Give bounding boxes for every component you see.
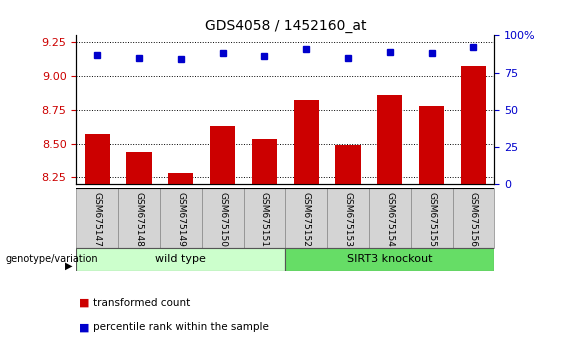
Text: wild type: wild type bbox=[155, 254, 206, 264]
Bar bbox=[285, 248, 494, 271]
Text: percentile rank within the sample: percentile rank within the sample bbox=[93, 322, 269, 332]
Text: GSM675151: GSM675151 bbox=[260, 193, 269, 247]
Bar bbox=[419, 106, 444, 184]
Bar bbox=[85, 134, 110, 184]
Text: SIRT3 knockout: SIRT3 knockout bbox=[347, 254, 433, 264]
Text: GSM675154: GSM675154 bbox=[385, 193, 394, 247]
Bar bbox=[453, 188, 494, 248]
Text: ■: ■ bbox=[79, 298, 90, 308]
Bar bbox=[160, 188, 202, 248]
Text: GSM675147: GSM675147 bbox=[93, 193, 102, 247]
Text: GSM675153: GSM675153 bbox=[344, 193, 353, 247]
Bar bbox=[411, 188, 453, 248]
Bar bbox=[252, 139, 277, 184]
Text: ■: ■ bbox=[79, 322, 90, 332]
Bar bbox=[461, 67, 486, 184]
Bar bbox=[294, 100, 319, 184]
Bar bbox=[244, 188, 285, 248]
Bar bbox=[327, 188, 369, 248]
Bar bbox=[76, 248, 285, 271]
Text: GSM675150: GSM675150 bbox=[218, 193, 227, 247]
Bar bbox=[76, 188, 118, 248]
Bar bbox=[369, 188, 411, 248]
Title: GDS4058 / 1452160_at: GDS4058 / 1452160_at bbox=[205, 19, 366, 33]
Bar bbox=[285, 188, 327, 248]
Text: transformed count: transformed count bbox=[93, 298, 190, 308]
Text: GSM675156: GSM675156 bbox=[469, 193, 478, 247]
Text: GSM675149: GSM675149 bbox=[176, 193, 185, 247]
Text: GSM675148: GSM675148 bbox=[134, 193, 144, 247]
Bar bbox=[202, 188, 244, 248]
Text: GSM675152: GSM675152 bbox=[302, 193, 311, 247]
Text: genotype/variation: genotype/variation bbox=[6, 254, 98, 264]
Text: GSM675155: GSM675155 bbox=[427, 193, 436, 247]
Text: ▶: ▶ bbox=[65, 261, 72, 271]
Bar bbox=[168, 173, 193, 184]
Bar bbox=[210, 126, 235, 184]
Bar bbox=[118, 188, 160, 248]
Bar bbox=[127, 152, 151, 184]
Bar bbox=[336, 145, 360, 184]
Bar bbox=[377, 95, 402, 184]
